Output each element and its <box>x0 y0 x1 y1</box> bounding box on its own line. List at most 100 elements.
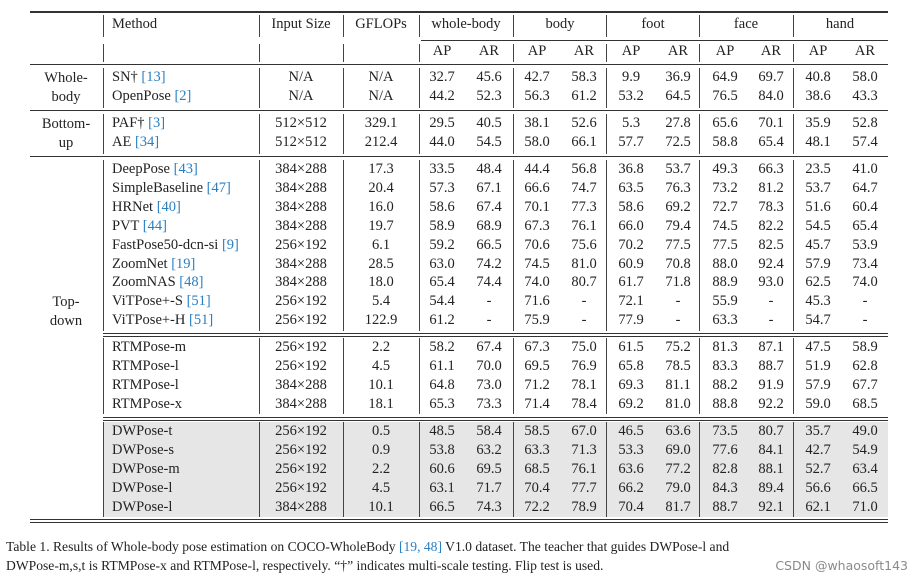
metric-value-cell: 67.4 <box>476 198 502 215</box>
column-divider <box>419 44 421 62</box>
metric-value-cell: 71.2 <box>524 376 550 393</box>
citation-link[interactable]: [51] <box>186 293 211 310</box>
metric-value-cell: 70.0 <box>476 357 502 374</box>
column-divider <box>343 338 345 414</box>
metric-value-cell: - <box>486 312 492 329</box>
metric-value-cell: 63.5 <box>618 179 644 196</box>
input-size-cell: 256×192 <box>275 357 327 374</box>
caption-line-1: Table 1. Results of Whole-body pose esti… <box>6 539 729 555</box>
metric-value-cell: 75.6 <box>571 236 597 253</box>
group-label-line: Top- <box>52 294 80 311</box>
column-divider <box>513 44 515 62</box>
method-cell: DWPose-s <box>112 442 174 459</box>
metric-value-cell: 70.4 <box>524 479 550 496</box>
method-cell: ZoomNAS [48] <box>112 274 203 291</box>
method-cell: FastPose50-dcn-si [9] <box>112 237 239 254</box>
metric-value-cell: 64.7 <box>852 179 878 196</box>
citation-link[interactable]: [19] <box>171 255 196 272</box>
metric-value-cell: - <box>768 312 774 329</box>
gflops-cell: 0.9 <box>371 441 391 458</box>
metric-value-cell: 56.6 <box>805 479 831 496</box>
input-size-cell: 384×288 <box>275 161 327 177</box>
metric-value-cell: 69.3 <box>618 376 644 393</box>
metric-value-cell: 66.2 <box>618 479 644 496</box>
column-divider <box>513 160 515 331</box>
gflops-cell: 4.5 <box>371 479 391 496</box>
citation-link[interactable]: [51] <box>188 312 214 329</box>
metric-value-cell: 70.1 <box>524 198 550 215</box>
metric-subheader: AP <box>527 43 547 59</box>
citation-link[interactable]: [9] <box>221 236 239 253</box>
metric-value-cell: 70.2 <box>618 236 644 253</box>
citation-link[interactable]: [13] <box>141 69 166 85</box>
method-name: RTMPose-x <box>112 395 183 412</box>
column-divider <box>699 15 701 37</box>
metric-value-cell: 35.7 <box>805 423 831 439</box>
metric-value-cell: - <box>862 293 868 310</box>
column-divider <box>103 422 105 517</box>
input-size-cell: 256×192 <box>275 339 327 355</box>
caption-citation[interactable]: [19, 48] <box>398 539 443 554</box>
metric-value-cell: 73.2 <box>712 179 738 196</box>
metric-value-cell: 60.4 <box>852 198 878 215</box>
metric-value-cell: 93.0 <box>758 274 784 291</box>
metric-value-cell: 54.5 <box>476 133 502 150</box>
metric-value-cell: 42.7 <box>524 69 550 85</box>
method-name: DWPose-m <box>112 460 180 477</box>
citation-link[interactable]: [2] <box>174 87 192 104</box>
metric-group-header-body: body <box>545 16 575 32</box>
column-divider <box>793 160 795 331</box>
metric-value-cell: 57.4 <box>852 133 878 150</box>
metric-value-cell: 58.6 <box>618 198 644 215</box>
metric-value-cell: 81.7 <box>665 498 691 515</box>
metric-value-cell: 58.2 <box>429 339 455 355</box>
metric-value-cell: 61.5 <box>618 339 644 355</box>
column-divider <box>606 68 608 108</box>
method-name: DWPose-l <box>112 498 173 515</box>
column-divider <box>606 338 608 414</box>
metric-value-cell: 72.5 <box>665 133 691 150</box>
method-cell: RTMPose-x <box>112 396 182 413</box>
method-name: OpenPose <box>112 87 171 104</box>
citation-link[interactable]: [40] <box>156 198 181 215</box>
metric-value-cell: 44.0 <box>429 133 455 150</box>
metric-value-cell: 74.7 <box>571 179 597 196</box>
metric-value-cell: 72.2 <box>524 498 550 515</box>
metric-value-cell: 75.0 <box>571 339 597 355</box>
metric-value-cell: 47.5 <box>805 339 831 355</box>
metric-value-cell: 76.1 <box>571 217 597 234</box>
metric-value-cell: 23.5 <box>805 161 831 177</box>
metric-value-cell: 88.7 <box>712 498 738 515</box>
gflops-cell: 18.1 <box>368 395 394 412</box>
input-size-cell: 256×192 <box>275 423 327 439</box>
metric-value-cell: 74.5 <box>712 217 738 234</box>
metric-subheader: AR <box>760 43 782 59</box>
metric-value-cell: 66.0 <box>618 217 644 234</box>
metric-value-cell: 68.5 <box>852 395 878 412</box>
citation-link[interactable]: [44] <box>142 217 167 234</box>
method-cell: DWPose-m <box>112 461 180 478</box>
column-divider <box>513 422 515 517</box>
metric-value-cell: 65.4 <box>758 133 784 150</box>
metric-value-cell: 53.9 <box>852 236 878 253</box>
metric-value-cell: - <box>486 293 492 310</box>
metric-value-cell: 69.2 <box>665 198 691 215</box>
metric-value-cell: 38.1 <box>524 115 550 131</box>
metric-value-cell: 72.7 <box>712 198 738 215</box>
citation-link[interactable]: [3] <box>148 115 166 131</box>
metric-value-cell: 71.8 <box>665 274 691 291</box>
gflops-cell: 10.1 <box>368 376 394 393</box>
metric-value-cell: 49.3 <box>712 161 738 177</box>
citation-link[interactable]: [34] <box>134 133 160 150</box>
metric-value-cell: 66.5 <box>476 236 502 253</box>
method-name: DWPose-t <box>112 423 173 439</box>
input-size-cell: N/A <box>288 69 314 85</box>
citation-link[interactable]: [43] <box>173 161 198 177</box>
citation-link[interactable]: [48] <box>179 274 204 291</box>
input-size-cell: 256×192 <box>275 441 327 458</box>
metric-value-cell: 91.9 <box>758 376 784 393</box>
citation-link[interactable]: [47] <box>206 179 231 196</box>
column-divider <box>699 68 701 108</box>
metric-value-cell: 74.4 <box>476 274 502 291</box>
metric-value-cell: - <box>862 312 868 329</box>
